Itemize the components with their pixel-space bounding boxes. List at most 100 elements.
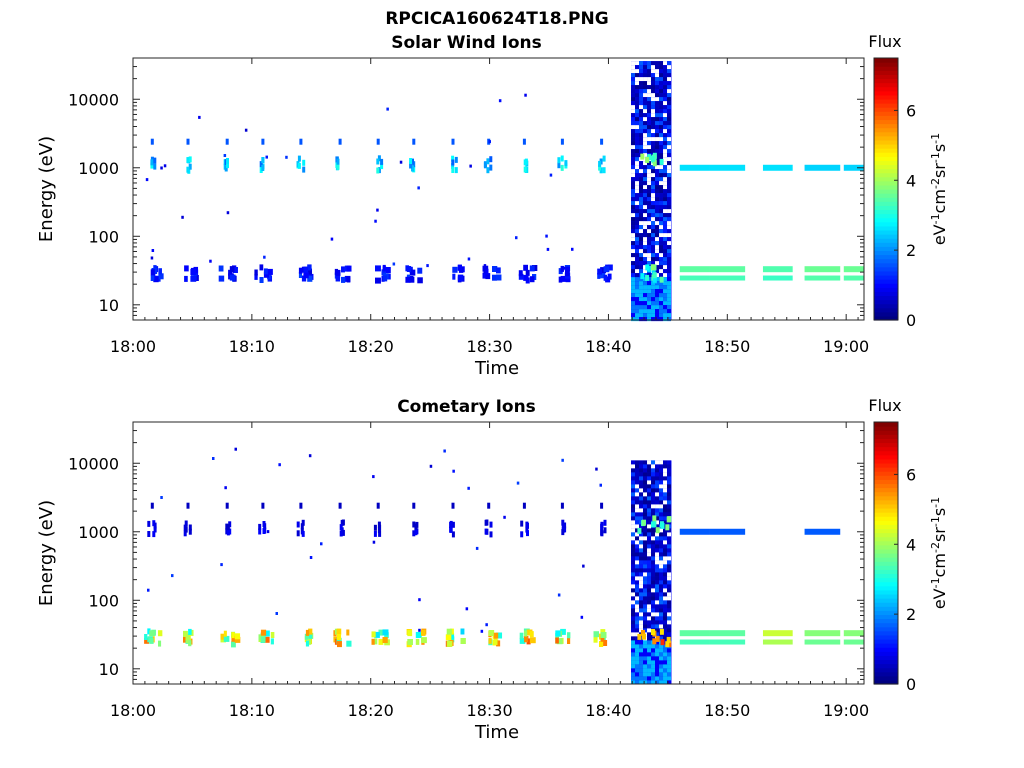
- burst-cell: [647, 512, 652, 517]
- burst-cell: [651, 65, 656, 70]
- burst-cell: [643, 193, 648, 198]
- burst-cell: [651, 169, 656, 174]
- burst-cell: [635, 616, 640, 621]
- burst-cell: [647, 628, 652, 633]
- colorbar-cell: [874, 123, 898, 129]
- burst-cell: [635, 129, 640, 134]
- burst-cell: [655, 137, 660, 142]
- burst-cell: [667, 301, 672, 306]
- burst-cell: [651, 77, 656, 82]
- burst-cell: [647, 472, 652, 477]
- low-band-pixel: [603, 274, 608, 281]
- burst-cell: [667, 580, 672, 585]
- low-band-pixel: [158, 640, 162, 647]
- burst-cell: [663, 528, 668, 533]
- burst-cell: [655, 265, 660, 270]
- burst-cell: [663, 249, 668, 254]
- burst-cell: [663, 89, 668, 94]
- burst-cell: [667, 149, 672, 154]
- colorbar-cell: [874, 283, 898, 288]
- low-band-pixel: [599, 641, 604, 647]
- scatter-pixel: [309, 556, 313, 559]
- colorbar-unit-label: eV-1cm-2sr-1s-1: [929, 133, 950, 245]
- burst-cell: [643, 317, 648, 322]
- burst-cell: [643, 97, 648, 102]
- burst-cell: [655, 317, 660, 322]
- burst-cell: [631, 548, 636, 553]
- burst-cell: [655, 620, 660, 625]
- colorbar-cell: [874, 655, 898, 661]
- scatter-pixel: [469, 164, 472, 168]
- burst-cell: [639, 656, 644, 661]
- low-band-pixel: [524, 630, 528, 637]
- burst-cell: [647, 604, 652, 609]
- colorbar-cell: [874, 622, 898, 628]
- burst-cell: [635, 273, 640, 278]
- burst-cell: [651, 484, 656, 489]
- x-tick-label: 18:50: [704, 337, 750, 356]
- low-band-pixel: [446, 628, 452, 635]
- colorbar-cell: [874, 524, 898, 530]
- burst-cell: [655, 125, 660, 130]
- high-band-pixel: [522, 502, 526, 509]
- high-band-pixel: [486, 158, 490, 165]
- burst-cell: [663, 460, 668, 465]
- burst-cell: [639, 181, 644, 186]
- low-band-pixel: [421, 637, 427, 644]
- burst-band-pixel: [642, 633, 646, 640]
- burst-cell: [663, 656, 668, 661]
- burst-cell: [663, 265, 668, 270]
- burst-cell: [663, 121, 668, 126]
- burst-cell: [663, 233, 668, 238]
- burst-cell: [635, 101, 640, 106]
- burst-cell: [631, 177, 636, 182]
- low-band-pixel: [254, 269, 258, 276]
- y-tick-label: 100: [88, 591, 119, 610]
- burst-cell: [643, 213, 648, 218]
- y-tick-label: 1000: [78, 159, 119, 178]
- burst-cell: [631, 592, 636, 597]
- burst-cell: [635, 313, 640, 318]
- burst-cell: [631, 157, 636, 162]
- burst-cell: [635, 141, 640, 146]
- burst-band-pixel: [641, 629, 645, 636]
- burst-cell: [647, 213, 652, 218]
- high-band-pixel: [188, 524, 192, 531]
- burst-cell: [639, 65, 644, 70]
- burst-cell: [655, 93, 660, 98]
- colorbar-unit-part: -1: [929, 516, 942, 527]
- colorbar-cell: [874, 512, 898, 517]
- burst-cell: [639, 165, 644, 170]
- burst-cell: [639, 472, 644, 477]
- low-band-pixel: [234, 633, 241, 640]
- burst-cell: [647, 608, 652, 613]
- burst-cell: [667, 261, 672, 266]
- burst-cell: [639, 620, 644, 625]
- burst-cell: [667, 241, 672, 246]
- burst-cell: [651, 97, 656, 102]
- high-band-pixel: [150, 138, 154, 145]
- burst-cell: [635, 644, 640, 649]
- colorbar-cell: [874, 176, 898, 182]
- burst-cell: [655, 201, 660, 206]
- burst-cell: [631, 488, 636, 493]
- late-low-segment: [679, 639, 710, 645]
- burst-cell: [651, 225, 656, 230]
- burst-cell: [659, 472, 664, 477]
- burst-cell: [655, 61, 660, 66]
- burst-cell: [667, 476, 672, 481]
- burst-cell: [647, 309, 652, 314]
- burst-cell: [663, 484, 668, 489]
- burst-cell: [655, 241, 660, 246]
- burst-cell: [647, 496, 652, 501]
- burst-cell: [631, 129, 636, 134]
- burst-cell: [651, 652, 656, 657]
- burst-cell: [663, 588, 668, 593]
- burst-cell: [663, 77, 668, 82]
- low-band-pixel: [496, 640, 501, 647]
- burst-cell: [635, 109, 640, 114]
- burst-cell: [651, 129, 656, 134]
- high-band-pixel: [489, 531, 493, 538]
- colorbar-cell: [874, 516, 898, 521]
- low-band-pixel: [382, 637, 388, 643]
